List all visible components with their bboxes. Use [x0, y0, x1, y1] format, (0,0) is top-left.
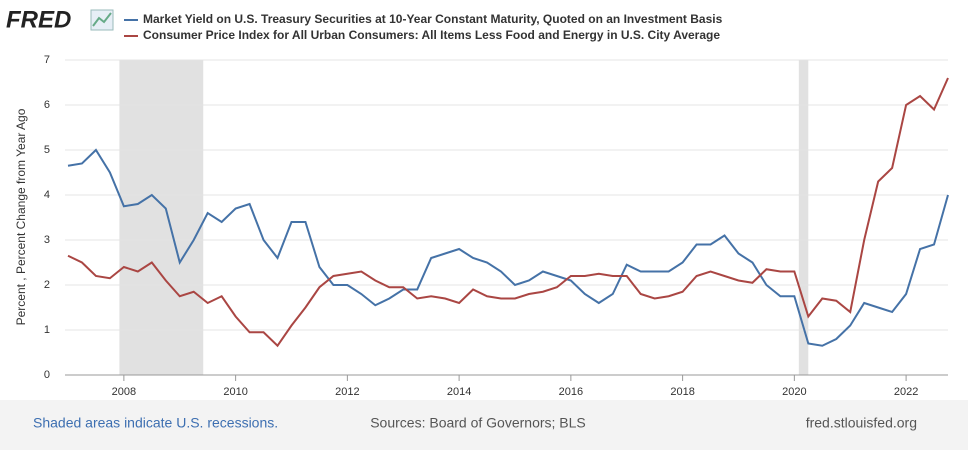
recession-shade	[798, 60, 809, 375]
y-tick-label: 2	[44, 279, 50, 291]
y-tick-label: 5	[44, 144, 50, 156]
y-tick-label: 1	[44, 324, 50, 336]
x-tick-label: 2022	[894, 386, 918, 398]
logo-icon-line	[92, 12, 112, 27]
y-tick-label: 3	[44, 234, 50, 246]
x-tick-label: 2018	[670, 386, 694, 398]
y-tick-label: 0	[44, 369, 50, 381]
series-line	[67, 77, 949, 348]
x-tick-label: 2016	[559, 386, 583, 398]
logo: FRED	[6, 6, 71, 33]
footer-note: Shaded areas indicate U.S. recessions.	[33, 415, 278, 431]
y-axis-title: Percent , Percent Change from Year Ago	[14, 108, 28, 325]
recession-shade	[119, 60, 204, 375]
x-tick-label: 2012	[335, 386, 359, 398]
footer-bg	[0, 400, 968, 450]
x-tick-label: 2020	[782, 386, 806, 398]
y-tick-label: 6	[44, 99, 50, 111]
x-tick-label: 2008	[112, 386, 136, 398]
legend-label: Market Yield on U.S. Treasury Securities…	[143, 12, 723, 26]
series-line	[67, 148, 949, 347]
x-tick-label: 2010	[223, 386, 247, 398]
y-tick-label: 4	[44, 189, 50, 201]
legend-label: Consumer Price Index for All Urban Consu…	[143, 28, 720, 42]
footer-sources: Sources: Board of Governors; BLS	[370, 415, 586, 431]
footer-url: fred.stlouisfed.org	[806, 415, 917, 431]
y-tick-label: 7	[44, 54, 50, 66]
x-tick-label: 2014	[447, 386, 471, 398]
